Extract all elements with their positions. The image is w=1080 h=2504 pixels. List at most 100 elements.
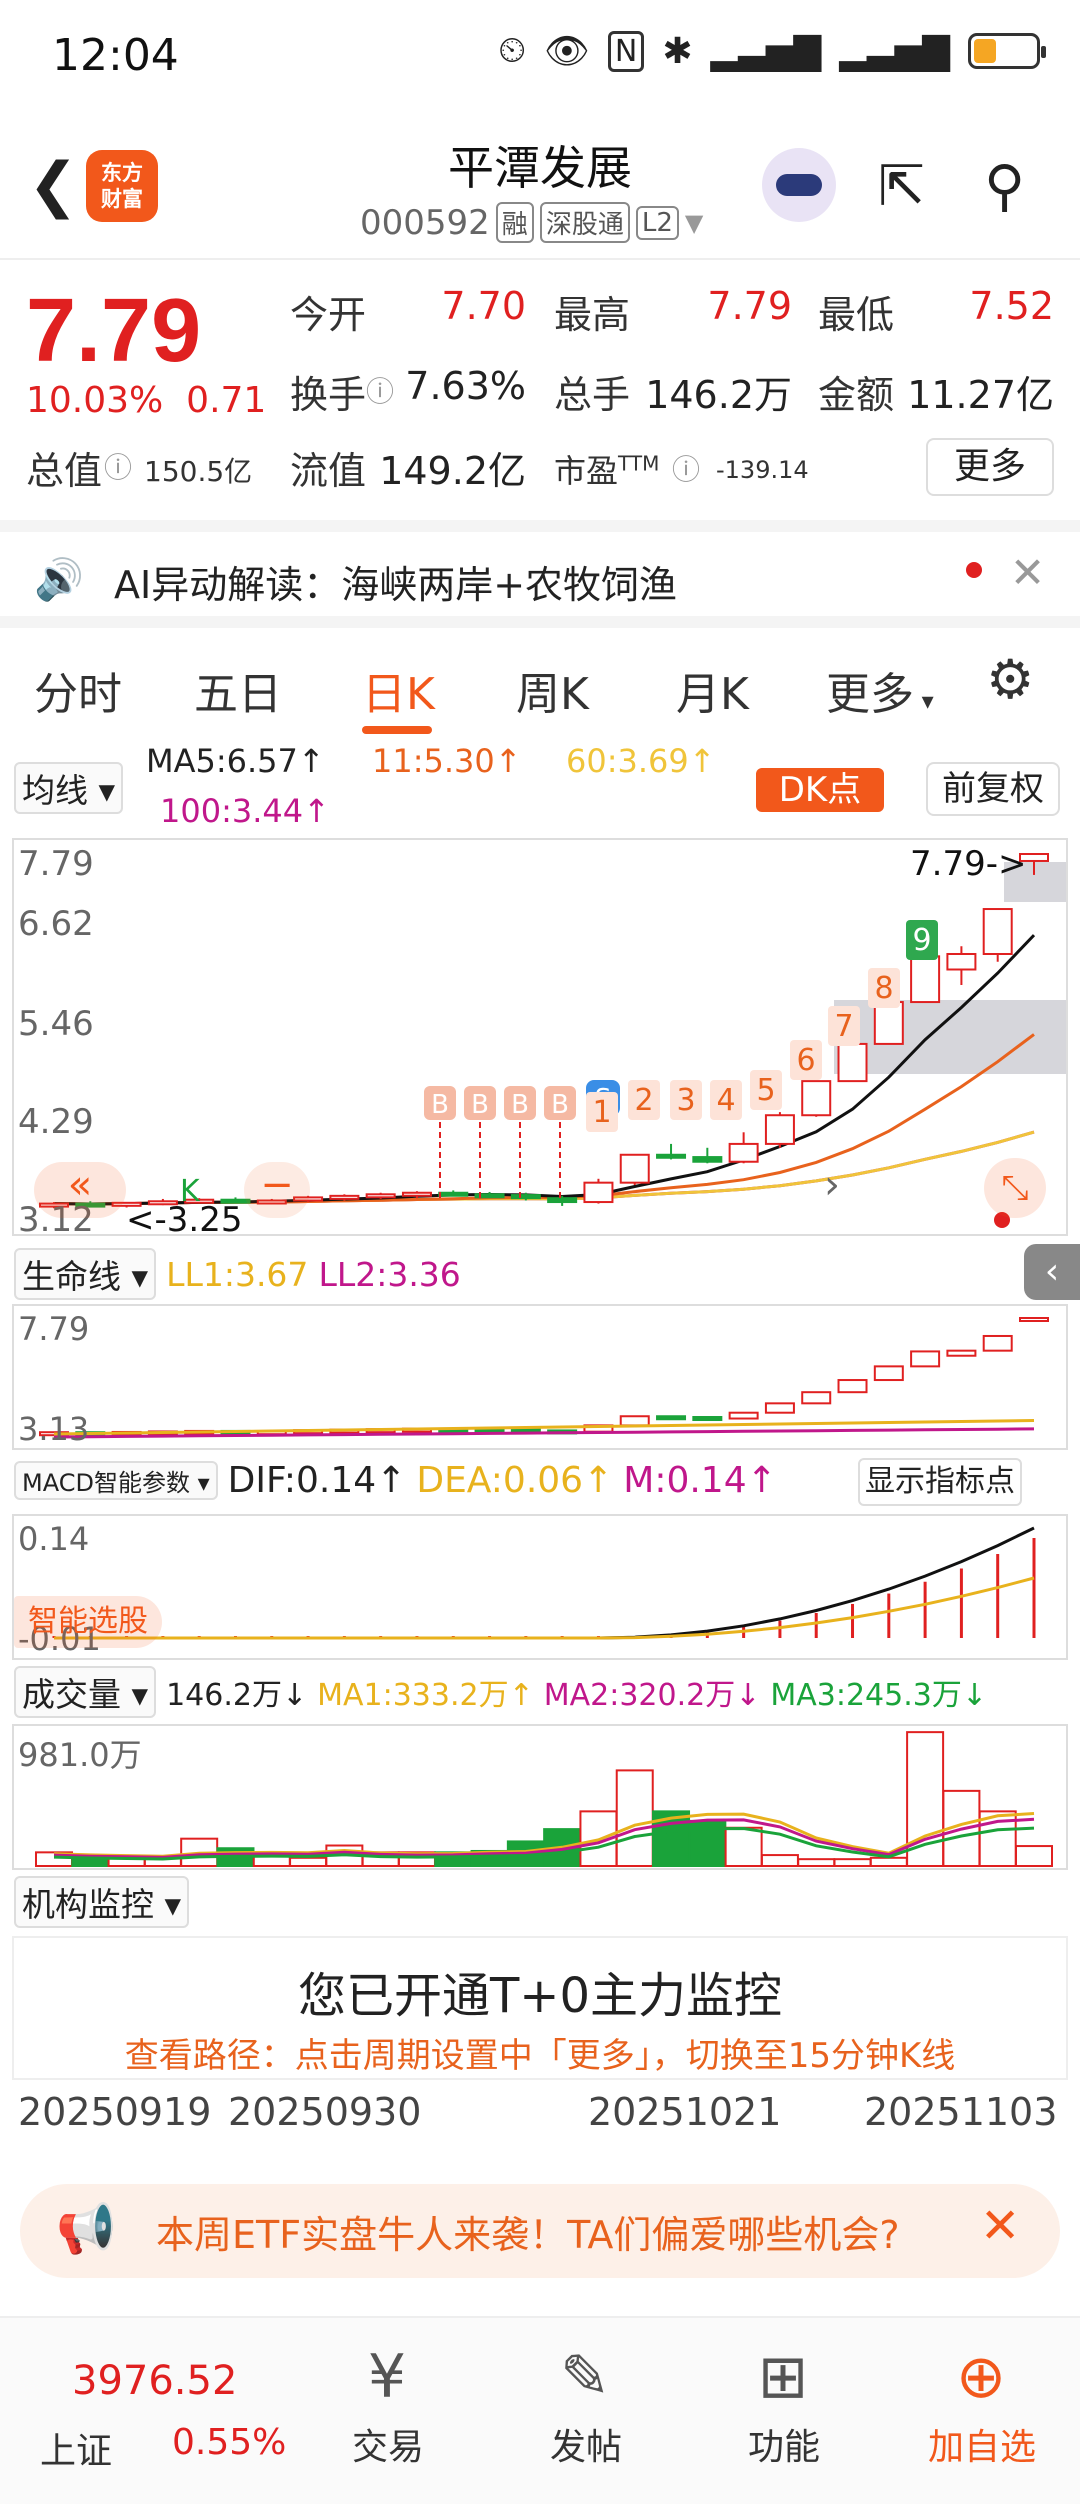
speed-icon: ⏲ bbox=[498, 30, 527, 71]
last-price-dot bbox=[994, 1212, 1010, 1228]
tab-five-day[interactable]: 五日 bbox=[194, 669, 282, 720]
candle-body bbox=[656, 1153, 687, 1159]
vol-ma2-line bbox=[53, 1817, 1035, 1859]
nav-function[interactable]: 功能 bbox=[747, 2427, 820, 2468]
pe-value: -139.14 bbox=[716, 456, 809, 484]
bottom-nav: 3976.52 上证 0.55% ¥ 交易 ✎ 发帖 ⊞ 功能 ⊕ 加自选 bbox=[0, 2316, 1080, 2504]
tab-intraday[interactable]: 分时 bbox=[34, 669, 122, 720]
search-icon[interactable]: ⚲ bbox=[984, 154, 1026, 219]
count-marker bbox=[868, 968, 900, 1008]
nav-post[interactable]: 发帖 bbox=[549, 2427, 622, 2468]
ma-select[interactable]: 均线 ▾ bbox=[14, 762, 124, 814]
megaphone-icon: 📢 bbox=[56, 2201, 116, 2257]
life-panel: 7.79 3.13 bbox=[12, 1304, 1068, 1450]
life-candle bbox=[946, 1349, 977, 1357]
caret-down-icon[interactable]: ▼ bbox=[684, 208, 704, 237]
life-select[interactable]: 生命线 ▾ bbox=[14, 1248, 157, 1300]
vol-ma1-label: MA1:333.2万↑ bbox=[317, 1678, 534, 1713]
status-icons: ⏲ 👁 N ✱ ▂▃▅▇ ▂▃▅▇ bbox=[498, 30, 1046, 72]
more-button[interactable]: 更多 bbox=[926, 438, 1054, 496]
count-marker-label: 3 bbox=[676, 1083, 695, 1118]
life-chart bbox=[39, 1317, 1049, 1439]
mcap-value: 150.5亿 bbox=[144, 455, 253, 488]
settings-gear-icon[interactable]: ⚙ bbox=[986, 648, 1035, 711]
close-icon[interactable]: ✕ bbox=[980, 2198, 1021, 2254]
close-icon[interactable]: ✕ bbox=[1010, 548, 1046, 597]
scroll-left-icon[interactable]: « bbox=[34, 1162, 126, 1218]
share-icon[interactable]: ⇱ bbox=[878, 154, 925, 219]
vol-ma3-label: MA3:245.3万↓ bbox=[770, 1678, 987, 1713]
ai-robot-icon[interactable] bbox=[762, 148, 836, 222]
price-label-5: 3.12 bbox=[18, 1200, 94, 1240]
zoom-out-icon[interactable]: − bbox=[244, 1162, 310, 1218]
info-icon[interactable]: ⓘ bbox=[366, 375, 395, 408]
vol-row: 成交量 ▾ 146.2万↓ MA1:333.2万↑ MA2:320.2万↓ MA… bbox=[14, 1666, 987, 1718]
adjust-button[interactable]: 前复权 bbox=[926, 762, 1060, 816]
back-icon[interactable]: ❮ bbox=[28, 150, 79, 220]
date-label: 20250919 bbox=[18, 2090, 212, 2134]
index-name[interactable]: 上证 bbox=[40, 2431, 113, 2472]
vol-label: 146.2万↓ bbox=[166, 1678, 308, 1713]
life-candle bbox=[801, 1391, 832, 1405]
tab-weekly-k[interactable]: 周K bbox=[516, 669, 589, 720]
price-label-2: 6.62 bbox=[18, 904, 94, 944]
volume-bar bbox=[289, 1856, 328, 1867]
stock-code-row: 000592 融 深股通 L2 ▼ bbox=[360, 202, 703, 243]
etf-banner[interactable]: 📢 本周ETF实盘牛人来袭！TA们偏爱哪些机会? ✕ bbox=[20, 2184, 1060, 2278]
float-value: 149.2亿 bbox=[379, 449, 526, 493]
monitor-panel: 您已开通T+0主力监控 查看路径：点击周期设置中「更多」，切换至15分钟K线 bbox=[12, 1936, 1068, 2080]
m-label: M:0.14↑ bbox=[623, 1460, 777, 1501]
nav-trade[interactable]: 交易 bbox=[351, 2427, 424, 2468]
collapse-tab-icon[interactable]: ‹ bbox=[1024, 1244, 1080, 1300]
ai-banner[interactable]: 🔊 AI异动解读：海峡两岸+农牧饲渔 ✕ bbox=[0, 520, 1080, 628]
ll2-line bbox=[53, 1427, 1035, 1439]
index-value[interactable]: 3976.52 bbox=[72, 2358, 238, 2404]
expand-icon[interactable]: ⤡ bbox=[984, 1158, 1046, 1218]
chevron-right-icon[interactable]: › bbox=[824, 1162, 840, 1208]
trade-icon[interactable]: ¥ bbox=[367, 2342, 407, 2412]
life-candle bbox=[873, 1365, 904, 1382]
volume-bar bbox=[797, 1858, 836, 1867]
volume-label: 总手 bbox=[554, 373, 631, 417]
tab-more[interactable]: 更多 ▾ bbox=[826, 669, 934, 720]
volume-bar bbox=[869, 1856, 908, 1867]
show-points-button[interactable]: 显示指标点 bbox=[858, 1458, 1022, 1506]
info-icon[interactable]: ⓘ bbox=[672, 453, 701, 486]
dk-point-button[interactable]: DK点 bbox=[756, 768, 884, 812]
volume-bar bbox=[1015, 1845, 1053, 1867]
low-value: 7.52 bbox=[969, 284, 1054, 328]
life-candle bbox=[764, 1402, 795, 1414]
grid-icon[interactable]: ⊞ bbox=[757, 2342, 809, 2412]
life-candle bbox=[910, 1350, 941, 1368]
macd-select[interactable]: MACD智能参数 ▾ bbox=[14, 1461, 218, 1500]
candle-body bbox=[474, 1193, 505, 1199]
ma5-label: MA5:6.57↑ bbox=[146, 742, 325, 780]
post-icon[interactable]: ✎ bbox=[559, 2342, 611, 2412]
macd-chart bbox=[52, 1526, 1036, 1640]
smart-pick-button[interactable]: 智能选股 › bbox=[14, 1596, 162, 1691]
kline-panel[interactable]: BBBBS123456789 7.79 6.62 5.46 4.29 3.12 … bbox=[12, 838, 1068, 1240]
ll1-line bbox=[53, 1419, 1035, 1436]
tab-daily-k[interactable]: 日K bbox=[362, 669, 435, 720]
candle-body bbox=[220, 1198, 251, 1204]
open-label: 今开 bbox=[290, 293, 367, 337]
nav-add-watch[interactable]: 加自选 bbox=[927, 2427, 1036, 2468]
buy-marker-label: B bbox=[431, 1090, 449, 1120]
tab-monthly-k[interactable]: 月K bbox=[676, 669, 749, 720]
float-label: 流值 bbox=[290, 449, 367, 493]
battery-icon bbox=[968, 33, 1046, 69]
info-icon[interactable]: ⓘ bbox=[104, 451, 133, 484]
volume-bar bbox=[760, 1854, 799, 1867]
monitor-select[interactable]: 机构监控 ▾ bbox=[14, 1876, 190, 1928]
index-pct[interactable]: 0.55% bbox=[172, 2422, 287, 2463]
count-marker-label: 6 bbox=[796, 1043, 815, 1078]
add-circle-icon[interactable]: ⊕ bbox=[955, 2342, 1007, 2412]
count-marker bbox=[670, 1080, 702, 1120]
candle-body bbox=[547, 1197, 578, 1204]
speaker-icon: 🔊 bbox=[34, 557, 84, 603]
app-logo[interactable]: 东方 财富 bbox=[86, 150, 158, 222]
k-marker: K bbox=[180, 1174, 200, 1209]
ma60-line bbox=[53, 1130, 1035, 1206]
vol-select[interactable]: 成交量 ▾ bbox=[14, 1666, 157, 1718]
ma5-line bbox=[53, 934, 1036, 1206]
